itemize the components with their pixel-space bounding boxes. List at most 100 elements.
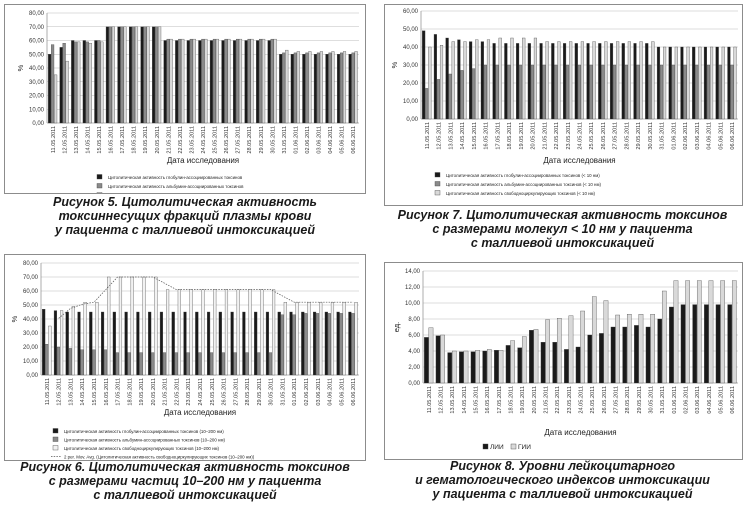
bar <box>282 52 286 124</box>
bar <box>201 38 205 124</box>
bar <box>616 41 620 120</box>
x-tick-label: 26.05.2011 <box>224 126 230 154</box>
x-tick-label: 05.06.2011 <box>719 386 725 414</box>
bar <box>80 349 84 376</box>
bar <box>480 41 484 120</box>
y-tick-label: 0,00 <box>26 373 38 379</box>
bar <box>517 347 523 384</box>
bar <box>267 40 271 124</box>
y-axis-label: % <box>16 64 25 71</box>
x-tick-label: 29.05.2011 <box>257 378 263 406</box>
legend-label: Цитолитическая активность свободноциркул… <box>64 446 220 451</box>
bar <box>516 43 520 120</box>
bar <box>215 38 219 124</box>
bar <box>674 46 678 120</box>
bar <box>295 302 299 376</box>
bar <box>127 352 131 376</box>
figure-5-caption-line-3: у пациента с таллиевой интоксикацией <box>55 223 315 237</box>
bar <box>648 64 652 120</box>
x-tick-label: 18.05.2011 <box>509 386 515 414</box>
bar <box>277 311 281 376</box>
bar <box>495 64 499 120</box>
x-tick-label: 18.05.2011 <box>127 378 133 406</box>
legend-swatch <box>96 174 103 180</box>
bar <box>85 41 89 124</box>
x-tick-label: 05.06.2011 <box>339 378 345 406</box>
bar <box>270 38 274 124</box>
y-tick-label: 50,00 <box>23 303 39 309</box>
y-tick-label: 10,00 <box>405 301 421 307</box>
bar <box>268 352 273 376</box>
trendline <box>58 276 354 319</box>
x-tick-label: 24.05.2011 <box>198 378 204 406</box>
y-tick-label: 0,00 <box>32 121 44 127</box>
y-tick-label: 20,00 <box>29 94 45 100</box>
bar <box>569 41 573 120</box>
figure-7-caption-line-2: с размерами молекул < 10 нм у пациента <box>432 222 693 236</box>
bar <box>428 327 434 384</box>
bar <box>615 314 620 384</box>
bar <box>425 88 429 120</box>
x-tick-label: 23.05.2011 <box>566 122 572 150</box>
bar <box>60 310 64 376</box>
x-tick-label: 01.06.2011 <box>293 126 299 154</box>
bar <box>95 302 99 376</box>
x-tick-label: 23.05.2011 <box>186 378 192 406</box>
figure-7-svg: 0,00 10,00 20,00 30,00 40,00 50,00 60,00% 11.05… <box>390 9 738 196</box>
figure-8-caption-line-2: и гематологического индексов интоксикаци… <box>415 473 710 487</box>
bar <box>621 43 625 120</box>
bar <box>342 302 346 376</box>
legend-label: Цитолитическая активность глобулин-ассоц… <box>446 173 600 178</box>
bar <box>448 73 452 120</box>
x-tick-label: 03.06.2011 <box>695 122 701 150</box>
bar <box>118 276 123 376</box>
bar <box>224 289 229 376</box>
bar <box>683 64 687 120</box>
figure-6-caption-line-3: с таллиевой интоксикацией <box>93 488 277 502</box>
bar <box>568 315 574 384</box>
bar <box>721 46 725 120</box>
bar <box>254 311 258 376</box>
bar <box>733 46 737 120</box>
y-tick-label: 20,00 <box>403 81 419 87</box>
x-tick-label: 26.05.2011 <box>601 122 607 150</box>
x-tick-label: 24.05.2011 <box>578 122 584 150</box>
x-tick-label: 05.06.2011 <box>718 122 724 150</box>
bar <box>348 311 352 376</box>
x-tick-label: 22.05.2011 <box>554 122 560 150</box>
x-tick-label: 20.05.2011 <box>531 122 537 150</box>
bar <box>507 64 511 120</box>
bar <box>680 304 686 384</box>
bar <box>48 54 52 124</box>
x-tick-label: 31.05.2011 <box>660 122 666 150</box>
bar <box>232 40 237 124</box>
bar <box>59 47 63 124</box>
x-tick-label: 31.05.2011 <box>282 126 288 154</box>
y-tick-label: 80,00 <box>29 11 45 17</box>
y-tick-label: 0,00 <box>406 117 418 123</box>
bar <box>551 43 555 120</box>
bar <box>259 38 263 124</box>
x-tick-label: 18.05.2011 <box>132 126 138 154</box>
legend-label: Цитолитическая активность альбумин-ассоц… <box>64 438 225 443</box>
figure-8-chart: 0,00 2,00 4,00 6,00 8,00 10,00 12,00 14,00 ед. 11… <box>384 262 743 460</box>
bar <box>290 54 294 124</box>
figure-5-caption: Рисунок 5. Цитолитическая активность ток… <box>0 195 370 237</box>
bar <box>336 54 341 124</box>
x-tick-label: 28.05.2011 <box>625 386 631 414</box>
bar <box>244 40 248 124</box>
x-tick-label: 19.05.2011 <box>519 122 525 150</box>
x-tick-label: 02.06.2011 <box>304 378 310 406</box>
x-tick-label: 14.05.2011 <box>85 126 91 154</box>
bar <box>134 26 139 124</box>
figure-5-panel: 0,00 10,00 20,00 30,00 40,00 50,00 60,00 70,00 8… <box>0 0 370 245</box>
bar <box>92 349 96 376</box>
x-tick-label: 21.05.2011 <box>542 122 548 150</box>
x-tick-label: 31.05.2011 <box>660 386 666 414</box>
bar <box>307 302 311 376</box>
bar <box>730 64 734 120</box>
bar <box>706 64 711 120</box>
legend-label: Цитолитическая активность альбумин-ассоц… <box>108 184 244 189</box>
bar <box>533 329 539 384</box>
bar <box>519 64 523 120</box>
